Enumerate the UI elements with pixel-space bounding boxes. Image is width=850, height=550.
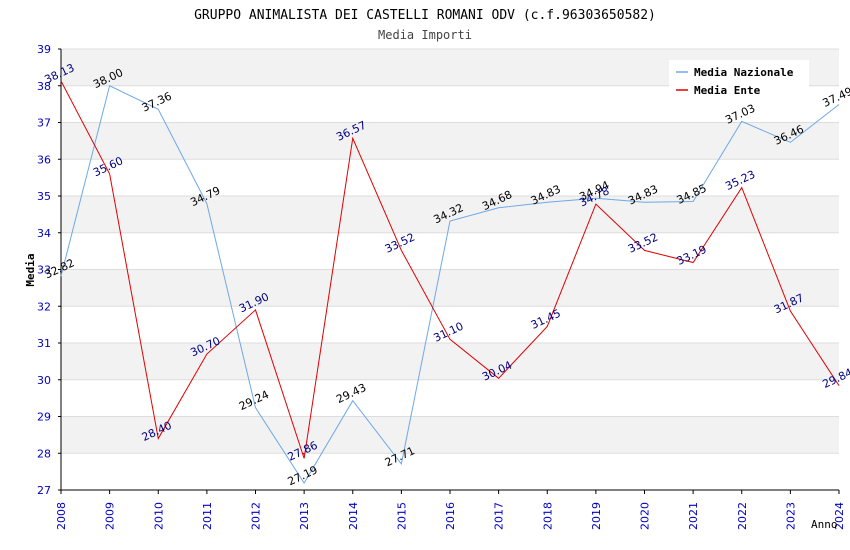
data-label: 31.10 xyxy=(431,320,465,345)
y-tick-label: 35 xyxy=(37,190,51,203)
series-line xyxy=(60,80,840,459)
legend-box xyxy=(669,60,809,100)
x-axis-label: Anno xyxy=(811,518,838,531)
legend: Media Nazionale Media Ente xyxy=(669,60,809,100)
grid-band xyxy=(61,416,839,454)
y-axis-label: Media xyxy=(24,253,37,286)
x-tick-label: 2008 xyxy=(55,502,68,530)
x-tick-label: 2009 xyxy=(104,502,117,530)
x-tick-label: 2013 xyxy=(298,502,311,530)
x-tick-label: 2022 xyxy=(736,502,749,530)
x-tick-label: 2020 xyxy=(639,502,652,530)
y-tick-label: 37 xyxy=(37,117,51,130)
chart-subtitle: Media Importi xyxy=(378,28,472,42)
series-lines xyxy=(60,80,840,484)
y-tick-labels: 27 28 29 30 31 32 33 34 35 36 37 38 39 xyxy=(37,43,61,497)
y-tick-label: 39 xyxy=(37,43,51,56)
y-tick-label: 27 xyxy=(37,484,51,497)
x-tick-label: 2012 xyxy=(250,502,263,530)
grid-band xyxy=(61,122,839,160)
x-tick-label: 2014 xyxy=(347,502,360,530)
y-tick-label: 29 xyxy=(37,411,51,424)
x-tick-label: 2010 xyxy=(152,502,165,530)
y-tick-label: 33 xyxy=(37,264,51,277)
x-tick-label: 2023 xyxy=(784,502,797,530)
legend-label-media-nazionale: Media Nazionale xyxy=(694,66,794,79)
y-tick-label: 34 xyxy=(37,227,51,240)
y-tick-label: 31 xyxy=(37,337,51,350)
data-label: 33.52 xyxy=(626,231,660,256)
background-bands xyxy=(61,49,839,454)
y-tick-label: 36 xyxy=(37,153,51,166)
x-tick-label: 2019 xyxy=(590,502,603,530)
y-tick-label: 32 xyxy=(37,300,51,313)
chart-title: GRUPPO ANIMALISTA DEI CASTELLI ROMANI OD… xyxy=(194,8,656,23)
grid-band xyxy=(61,196,839,233)
y-tick-label: 28 xyxy=(37,447,51,460)
x-tick-label: 2024 xyxy=(833,502,846,530)
y-tick-label: 30 xyxy=(37,374,51,387)
series-line xyxy=(60,85,840,484)
x-tick-label: 2016 xyxy=(444,502,457,530)
x-tick-label: 2015 xyxy=(395,502,408,530)
legend-label-media-ente: Media Ente xyxy=(694,84,761,97)
grid-lines xyxy=(61,48,839,491)
x-tick-labels: 2008 2009 2010 2011 2012 2013 2014 2015 2016 2017… xyxy=(55,490,846,530)
data-label: 33.52 xyxy=(383,231,417,256)
data-label: 33.19 xyxy=(675,243,709,268)
x-tick-label: 2018 xyxy=(541,502,554,530)
x-tick-label: 2011 xyxy=(201,502,214,530)
data-label: 27.19 xyxy=(286,463,320,488)
y-tick-label: 38 xyxy=(37,80,51,93)
data-label: 37.49 xyxy=(820,85,850,110)
data-label: 29.24 xyxy=(237,388,271,413)
data-label: 37.36 xyxy=(140,90,174,115)
grid-band xyxy=(61,343,839,380)
grid-band xyxy=(61,269,839,307)
x-tick-label: 2017 xyxy=(493,502,506,530)
x-tick-label: 2021 xyxy=(687,502,700,530)
